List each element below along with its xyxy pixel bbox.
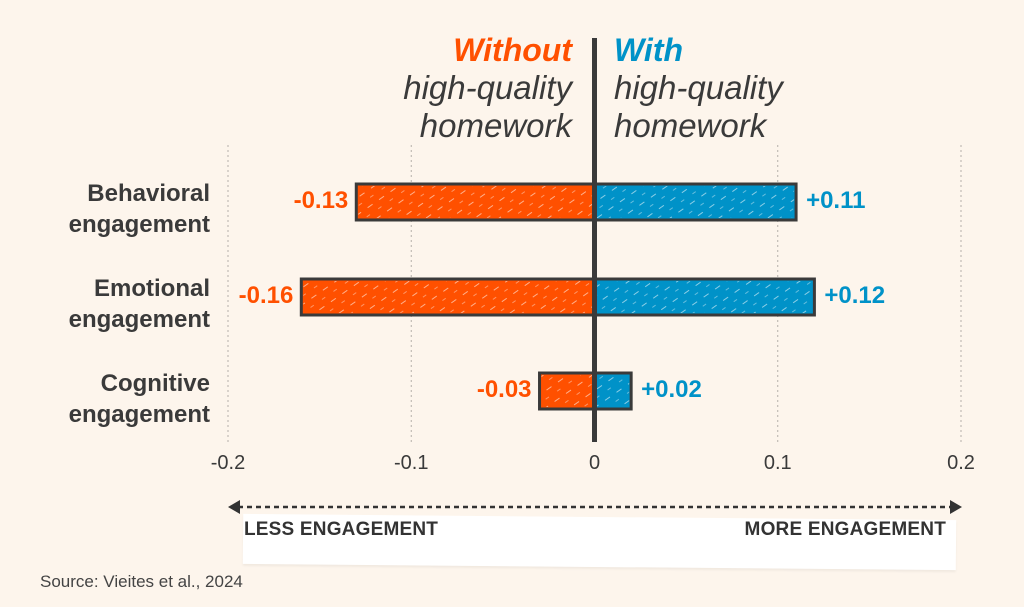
value-label-with: +0.12 <box>824 282 886 309</box>
bar-hatch-texture <box>596 281 813 313</box>
x-tick-label: 0.1 <box>763 452 792 474</box>
category-label-cognitive: Cognitive engagement <box>10 368 210 430</box>
bars <box>299 182 816 411</box>
arrow-left-icon <box>228 500 240 514</box>
less-engagement-label: LESS ENGAGEMENT <box>244 519 439 540</box>
x-tick-label: -0.2 <box>210 452 246 474</box>
header-with-line3: homework <box>614 107 767 144</box>
category-label-line2: engagement <box>68 306 210 333</box>
arrow-right-icon <box>950 500 962 514</box>
value-label-with: +0.11 <box>806 187 866 214</box>
bar-hatch-texture <box>541 375 593 407</box>
category-label-line2: engagement <box>68 401 210 428</box>
source-note: Source: Vieites et al., 2024 <box>40 572 243 591</box>
category-label-behavioral: Behavioral engagement <box>10 178 210 240</box>
header-with-lead: With <box>614 32 684 68</box>
direction-arrow <box>228 500 962 514</box>
category-label-line1: Behavioral <box>87 180 210 207</box>
category-label-line1: Cognitive <box>100 370 210 397</box>
header-without: Without high-quality homework <box>403 31 572 145</box>
category-label-emotional: Emotional engagement <box>10 273 210 335</box>
more-engagement-label: MORE ENGAGEMENT <box>744 519 946 540</box>
header-without-lead: Without <box>453 32 572 68</box>
header-without-line2: high-quality <box>403 69 572 106</box>
bar-hatch-texture <box>358 186 593 218</box>
header-with: With high-quality homework <box>614 31 783 145</box>
bar-hatch-texture <box>596 375 630 407</box>
category-label-line2: engagement <box>68 211 210 238</box>
x-tick-label: 0 <box>588 452 601 474</box>
category-label-line1: Emotional <box>93 275 210 302</box>
value-label-without: -0.03 <box>476 376 532 403</box>
header-with-line2: high-quality <box>614 69 783 106</box>
value-label-without: -0.16 <box>238 282 294 309</box>
value-label-with: +0.02 <box>641 376 702 403</box>
x-tick-label: 0.2 <box>947 452 975 474</box>
x-tick-label: -0.1 <box>394 452 429 474</box>
value-label-without: -0.13 <box>293 187 349 214</box>
header-without-line3: homework <box>419 107 572 144</box>
bar-hatch-texture <box>596 186 795 218</box>
bar-hatch-texture <box>303 281 593 313</box>
